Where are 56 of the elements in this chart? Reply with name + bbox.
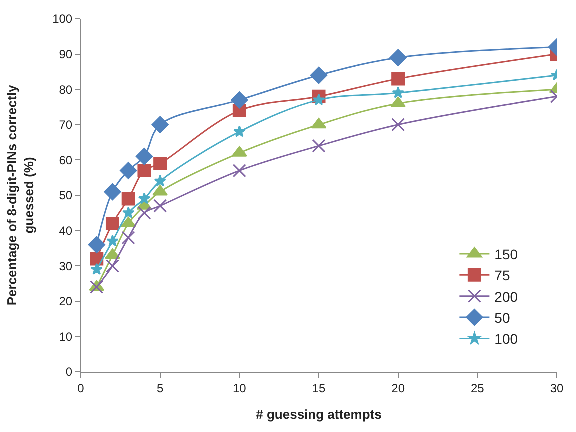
point	[390, 49, 407, 66]
x-tick-label: 30	[550, 381, 564, 396]
point	[90, 280, 104, 294]
y-tick-label: 10	[59, 330, 73, 344]
x-tick-label: 25	[470, 381, 485, 396]
x-tick-label: 10	[232, 381, 247, 396]
point	[88, 236, 106, 254]
legend-label: 100	[494, 331, 518, 348]
point	[122, 206, 135, 218]
x-tick-label: 0	[78, 381, 85, 396]
legend-label: 50	[494, 310, 510, 326]
point	[392, 72, 406, 86]
point	[105, 248, 120, 260]
point	[232, 164, 246, 178]
x-axis-title: # guessing attempts	[256, 407, 382, 422]
y-tick-label: 50	[59, 188, 73, 203]
y-tick-label: 0	[66, 365, 73, 380]
point	[154, 175, 166, 187]
y-tick-label: 90	[59, 48, 73, 62]
legend-label: 150	[494, 246, 518, 262]
y-tick-label: 60	[59, 153, 73, 168]
y-tick-label: 100	[52, 12, 73, 26]
point	[120, 162, 138, 180]
point	[106, 216, 120, 230]
point	[138, 206, 152, 220]
point	[106, 235, 119, 247]
legend-label: 200	[494, 288, 518, 305]
point	[122, 192, 136, 206]
legend-label: 75	[494, 268, 510, 284]
point	[90, 263, 103, 275]
y-tick-label: 80	[59, 82, 73, 97]
point	[138, 164, 152, 178]
point	[154, 199, 168, 213]
point	[312, 139, 326, 153]
x-tick-label: 5	[156, 381, 164, 396]
x-tick-label: 20	[392, 381, 406, 396]
y-tick-label: 70	[59, 118, 73, 132]
point	[392, 118, 406, 132]
point	[138, 192, 151, 204]
point	[312, 94, 326, 106]
point	[234, 126, 246, 138]
point	[122, 231, 136, 245]
point	[392, 86, 404, 98]
y-axis-title: Percentage of 8-digit-PINs correctly guessed (%)	[4, 84, 37, 306]
point	[90, 252, 104, 266]
point	[152, 116, 169, 134]
x-tick-label: 15	[312, 381, 326, 396]
y-tick-label: 40	[59, 224, 73, 238]
point	[310, 66, 328, 84]
y-tick-label: 30	[59, 259, 73, 274]
point	[231, 92, 248, 109]
point	[104, 183, 122, 201]
point	[106, 259, 120, 273]
y-tick-label: 20	[59, 294, 73, 309]
point	[136, 148, 154, 166]
point	[154, 156, 168, 170]
